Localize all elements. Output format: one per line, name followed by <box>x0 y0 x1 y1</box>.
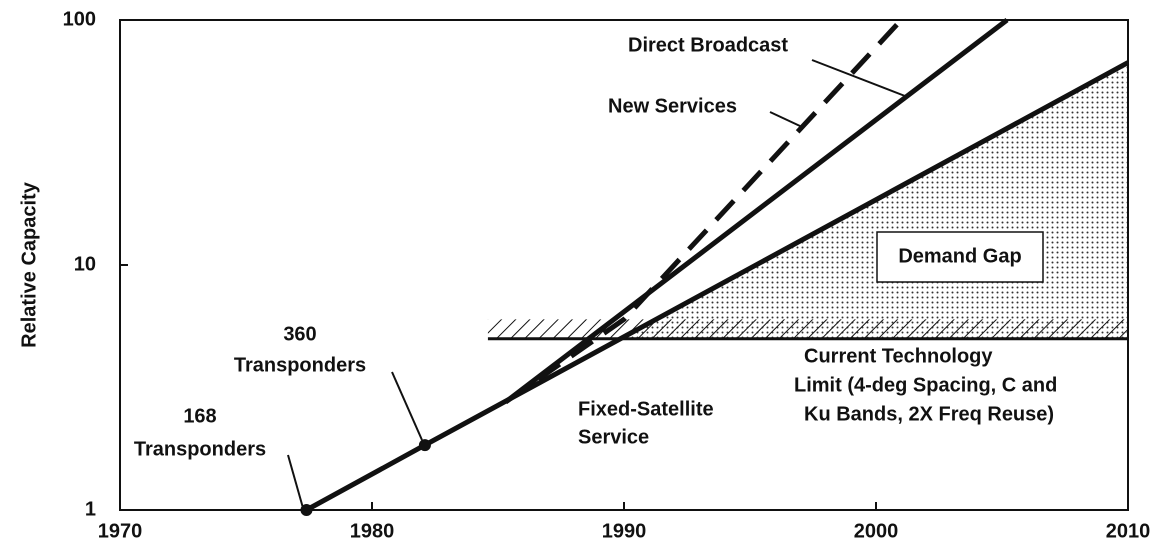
annotation: Transponders <box>134 438 266 460</box>
y-tick-label: 1 <box>85 498 96 520</box>
annotation: Limit (4-deg Spacing, C and <box>794 374 1057 396</box>
annotation: Transponders <box>234 354 366 376</box>
annotation: Ku Bands, 2X Freq Reuse) <box>804 403 1054 425</box>
annotation: Fixed-Satellite <box>578 398 714 420</box>
x-tick-label: 1980 <box>350 520 395 542</box>
annotation: Current Technology <box>804 345 993 367</box>
x-tick-label: 1990 <box>602 520 647 542</box>
series-line <box>504 18 1009 404</box>
y-tick-label: 10 <box>74 253 96 275</box>
x-tick-label: 1970 <box>98 520 143 542</box>
annotation: Direct Broadcast <box>628 34 788 56</box>
annotation: 360 <box>283 323 316 345</box>
arrows <box>287 59 906 509</box>
series-line <box>504 18 904 405</box>
marker <box>418 439 431 452</box>
marker <box>300 504 313 516</box>
annotation: New Services <box>608 95 737 117</box>
annotation: Demand Gap <box>898 245 1021 267</box>
demand-gap-box <box>876 231 1044 283</box>
annotation: Service <box>578 426 649 448</box>
limit-hatch <box>487 319 1128 339</box>
annotation: 168 <box>183 405 216 427</box>
y-axis-label: Relative Capacity <box>18 181 40 348</box>
x-tick-label: 2000 <box>854 520 899 542</box>
x-tick-label: 2010 <box>1106 520 1151 542</box>
y-tick-label: 100 <box>63 8 96 30</box>
